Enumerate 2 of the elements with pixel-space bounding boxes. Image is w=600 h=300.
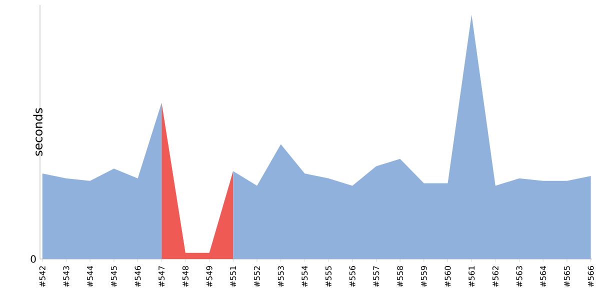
text: 0 — [30, 255, 36, 263]
y-axis-title: seconds — [33, 108, 42, 156]
